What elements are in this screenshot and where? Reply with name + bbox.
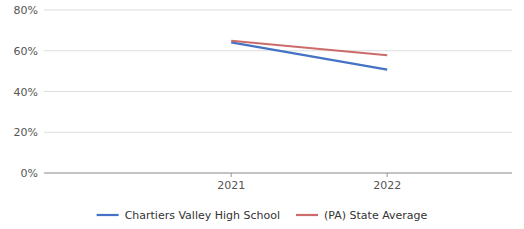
grid-line (44, 10, 512, 11)
x-tick (231, 173, 232, 177)
y-tick-label: 80% (14, 4, 38, 17)
grid-line (44, 173, 512, 174)
chart-container: 0% 20% 40% 60% 80% 2021 2022 Chartiers Valley H… (0, 0, 524, 229)
chart: 0% 20% 40% 60% 80% 2021 2022 Chartiers Valley H… (0, 0, 524, 229)
legend: Chartiers Valley High School (PA) State A… (97, 209, 428, 222)
x-tick-label: 2021 (217, 179, 245, 192)
legend-label: Chartiers Valley High School (125, 209, 280, 222)
legend-label: (PA) State Average (324, 209, 428, 222)
grid-line (44, 132, 512, 133)
legend-swatch (296, 214, 318, 216)
y-tick-label: 20% (14, 126, 38, 139)
series-line (231, 41, 387, 55)
y-tick-label: 0% (21, 167, 38, 180)
legend-swatch (97, 214, 119, 216)
plot-area (231, 41, 387, 70)
y-tick-label: 40% (14, 86, 38, 99)
y-tick-label: 60% (14, 45, 38, 58)
series-line (231, 42, 387, 69)
x-axis-line (44, 173, 512, 174)
x-tick-label: 2022 (373, 179, 401, 192)
grid-line (44, 91, 512, 92)
x-tick (387, 173, 388, 177)
